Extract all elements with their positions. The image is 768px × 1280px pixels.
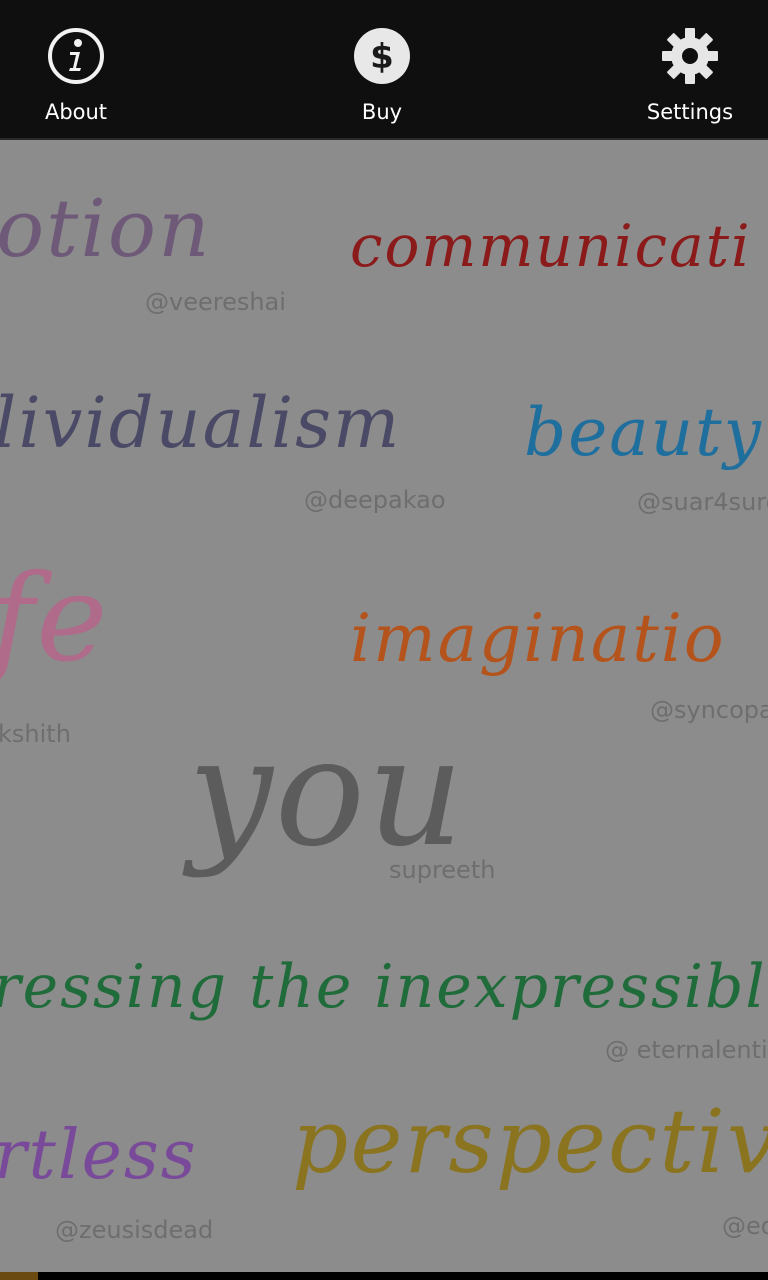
word-beauty[interactable]: beauty xyxy=(524,394,763,471)
handle-zeusisdead: @zeusisdead xyxy=(55,1216,214,1244)
svg-text:$: $ xyxy=(370,37,394,77)
word-canvas[interactable]: otion @veereshai communicati lividualism… xyxy=(0,140,768,1272)
buy-button[interactable]: $ Buy xyxy=(306,0,458,138)
buy-label: Buy xyxy=(361,100,403,124)
about-label: About xyxy=(44,100,108,124)
handle-akshith: kshith xyxy=(0,720,71,748)
gear-icon xyxy=(660,26,720,86)
bottom-accent xyxy=(0,1272,38,1280)
bottom-strip xyxy=(0,1272,768,1280)
word-perspective[interactable]: perspectiv xyxy=(292,1090,768,1193)
word-individualism[interactable]: lividualism xyxy=(0,382,402,464)
dollar-icon: $ xyxy=(352,26,412,86)
handle-syncopa: @syncopa xyxy=(650,696,768,724)
word-expressing[interactable]: ressing the inexpressibl xyxy=(0,952,767,1022)
handle-eternalentity: @ eternalentit xyxy=(605,1036,768,1064)
word-you[interactable]: you xyxy=(188,706,466,880)
word-communication[interactable]: communicati xyxy=(350,212,752,280)
action-bar: About $ Buy xyxy=(0,0,768,140)
handle-deepakao: @deepakao xyxy=(304,486,446,514)
settings-button[interactable]: Settings xyxy=(612,0,768,138)
word-emotion[interactable]: otion xyxy=(0,182,212,275)
handle-supreeth: supreeth xyxy=(389,856,496,884)
handle-suar4sure: @suar4sure xyxy=(637,488,768,516)
word-life[interactable]: fe xyxy=(0,550,110,689)
word-imagination[interactable]: imaginatio xyxy=(350,600,726,677)
handle-ed: @ed xyxy=(722,1212,768,1240)
about-button[interactable]: About xyxy=(0,0,152,138)
settings-label: Settings xyxy=(646,100,734,124)
info-icon xyxy=(46,26,106,86)
word-artless[interactable]: rtless xyxy=(0,1116,198,1195)
handle-veereshai: @veereshai xyxy=(145,288,286,316)
